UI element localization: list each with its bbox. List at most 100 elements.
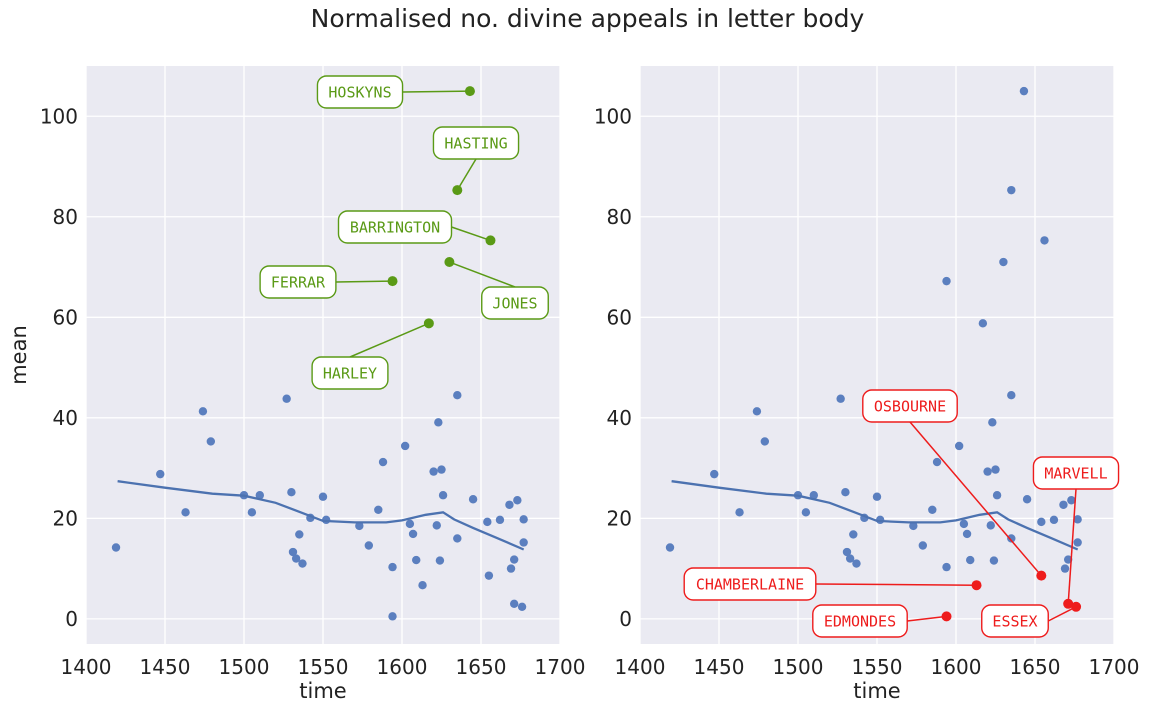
annotation-label: HOSKYNS <box>328 84 391 102</box>
annotation-box <box>432 126 520 160</box>
y-axis-label: mean <box>7 325 31 385</box>
annotation-label: CHAMBERLAINE <box>696 576 804 594</box>
annotation-label: EDMONDES <box>824 613 896 631</box>
data-point <box>1073 538 1082 547</box>
data-point <box>509 599 519 608</box>
annotation-leader-line <box>815 583 977 586</box>
data-point <box>710 469 719 479</box>
annotation-leader-line <box>456 158 477 191</box>
data-point <box>918 541 928 550</box>
data-point <box>959 519 969 529</box>
x-tick-label: 1450 <box>694 655 745 679</box>
annotation-box <box>259 265 337 299</box>
data-point <box>1019 86 1029 96</box>
annotation-label: OSBOURNE <box>874 398 946 416</box>
trend-line <box>671 480 1079 551</box>
annotation-leader-line <box>909 421 1042 577</box>
data-point <box>1007 185 1016 195</box>
data-point <box>287 488 296 497</box>
data-point <box>432 521 441 530</box>
data-point <box>513 496 522 505</box>
annotation-box <box>337 210 453 244</box>
data-point <box>1022 495 1032 504</box>
annotation-box <box>683 567 817 601</box>
data-point <box>978 319 988 328</box>
figure-title: Normalised no. divine appeals in letter … <box>310 4 865 33</box>
data-point <box>468 495 478 504</box>
data-point <box>111 543 121 552</box>
data-point <box>989 556 999 565</box>
y-tick-label: 80 <box>53 205 78 229</box>
highlighted-point <box>1063 598 1074 609</box>
annotation-label: HARLEY <box>323 365 377 383</box>
annotation-leader-line <box>402 90 470 93</box>
data-point <box>928 505 937 515</box>
data-point <box>1060 564 1070 573</box>
trend-line <box>117 480 525 551</box>
data-point <box>752 407 762 416</box>
data-point <box>1049 515 1059 525</box>
data-point <box>954 441 964 451</box>
highlighted-point <box>971 580 982 591</box>
data-point <box>1067 496 1076 505</box>
data-point <box>378 457 388 467</box>
annotation-label: BARRINGTON <box>350 219 440 237</box>
data-point <box>519 538 528 547</box>
x-tick-label: 1600 <box>377 655 428 679</box>
highlighted-point <box>387 276 398 287</box>
data-point <box>206 437 216 446</box>
data-point <box>760 437 770 446</box>
annotation-leader-line <box>1047 606 1077 622</box>
data-point <box>388 562 397 572</box>
highlighted-point <box>1036 570 1047 581</box>
annotation-leader-line <box>907 615 947 622</box>
x-tick-label: 1450 <box>140 655 191 679</box>
data-point <box>437 465 446 474</box>
data-point <box>453 391 462 400</box>
data-point <box>453 534 462 543</box>
data-point <box>156 469 165 479</box>
y-tick-label: 60 <box>53 305 78 329</box>
data-point <box>909 521 918 531</box>
highlighted-point <box>444 257 455 268</box>
data-point <box>932 457 942 467</box>
data-point <box>374 505 383 515</box>
y-tick-label: 100 <box>40 104 78 128</box>
data-point <box>355 521 364 531</box>
data-point <box>1007 391 1016 400</box>
y-tick-label: 60 <box>607 305 632 329</box>
data-point <box>291 554 301 563</box>
highlighted-point <box>452 185 463 196</box>
data-point <box>434 418 443 427</box>
x-tick-label: 1550 <box>852 655 903 679</box>
x-tick-label: 1400 <box>61 655 112 679</box>
data-point <box>735 508 744 517</box>
y-tick-label: 20 <box>53 506 78 530</box>
data-point <box>435 556 445 565</box>
data-point <box>986 521 995 530</box>
data-point <box>198 407 208 416</box>
data-point <box>1063 555 1073 564</box>
annotation-leader-line <box>451 226 491 242</box>
data-point <box>255 491 264 500</box>
annotation-box <box>862 389 958 423</box>
annotation-box <box>311 356 389 390</box>
annotation-leader-line <box>1067 488 1077 604</box>
annotation-leader-line <box>349 322 430 358</box>
data-point <box>318 492 328 501</box>
y-tick-label: 40 <box>607 406 632 430</box>
data-point <box>845 554 855 563</box>
y-tick-label: 20 <box>607 506 632 530</box>
x-axis-label: time <box>299 679 346 703</box>
data-point <box>418 580 427 590</box>
data-point <box>247 508 257 517</box>
x-tick-label: 1700 <box>1089 655 1140 679</box>
data-point <box>1073 515 1082 524</box>
annotation-box <box>812 604 908 638</box>
data-point <box>509 555 519 564</box>
data-point <box>506 564 516 573</box>
data-point <box>429 467 438 476</box>
data-point <box>298 559 307 568</box>
